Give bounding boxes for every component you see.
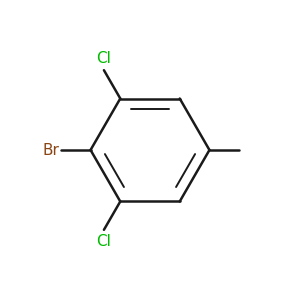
Text: Br: Br <box>43 142 59 158</box>
Text: Cl: Cl <box>97 234 111 249</box>
Text: Cl: Cl <box>97 51 111 66</box>
